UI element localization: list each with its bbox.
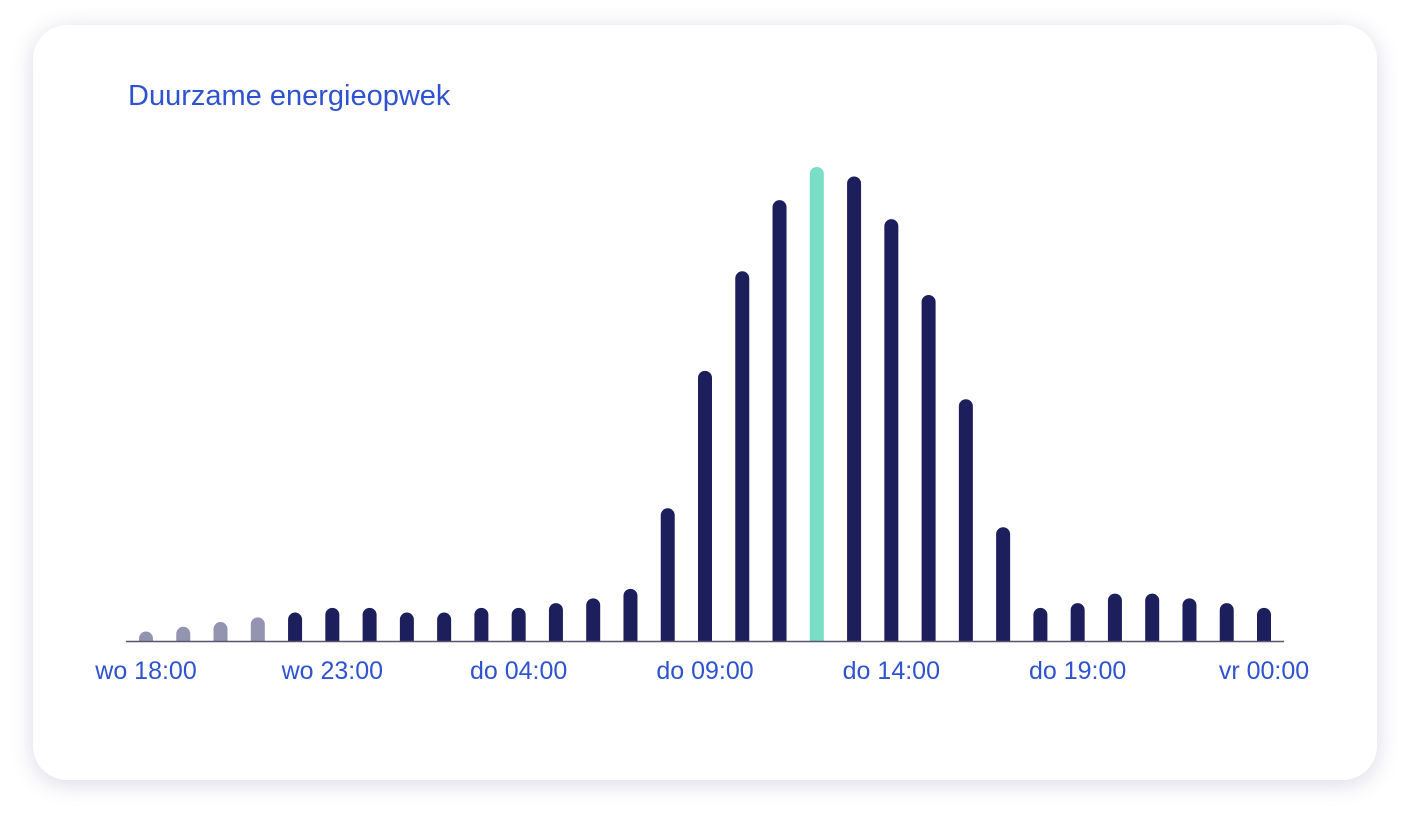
bar-do-22-00[interactable] — [1182, 598, 1197, 641]
bar-do-07-00[interactable] — [623, 588, 638, 641]
x-tick-label: do 19:00 — [1029, 657, 1126, 685]
bar-do-19-00[interactable] — [1070, 603, 1085, 641]
bar-vr-00-00[interactable] — [1257, 607, 1271, 641]
x-tick-label: vr 00:00 — [1219, 657, 1309, 685]
bar-do-21-00[interactable] — [1145, 593, 1160, 641]
bar-wo-21-00[interactable] — [250, 617, 265, 641]
bar-do-11-00[interactable] — [772, 200, 787, 642]
bar-do-17-00[interactable] — [996, 527, 1011, 641]
bar-do-23-00[interactable] — [1219, 603, 1234, 641]
bar-do-04-00[interactable] — [511, 607, 526, 641]
bar-do-14-00[interactable] — [884, 219, 899, 641]
bar-do-20-00[interactable] — [1107, 593, 1122, 641]
bar-wo-18-00[interactable] — [139, 631, 153, 641]
bar-do-06-00[interactable] — [586, 598, 601, 641]
x-tick-labels-group: wo 18:00 wo 23:00 do 04:00 do 09:00 do 14:00… — [94, 657, 1309, 685]
bar-wo-22-00[interactable] — [288, 612, 303, 641]
x-tick-label: wo 18:00 — [94, 657, 196, 685]
x-tick-label: do 04:00 — [470, 657, 567, 685]
bar-do-13-00[interactable] — [847, 176, 862, 641]
chart-title: Duurzame energieopwek — [128, 80, 451, 112]
bar-do-00-00[interactable] — [362, 607, 377, 641]
bars-group — [139, 167, 1271, 642]
bar-do-16-00[interactable] — [958, 399, 973, 641]
bar-wo-23-00[interactable] — [325, 607, 340, 641]
bar-do-18-00[interactable] — [1033, 607, 1048, 641]
bar-do-05-00[interactable] — [548, 603, 563, 641]
x-tick-label: do 09:00 — [656, 657, 753, 685]
bar-do-03-00[interactable] — [474, 607, 489, 641]
bar-wo-19-00[interactable] — [176, 626, 191, 641]
bar-do-02-00[interactable] — [437, 612, 452, 641]
x-tick-label: wo 23:00 — [281, 657, 383, 685]
bar-wo-20-00[interactable] — [213, 622, 228, 641]
x-tick-label: do 14:00 — [843, 657, 940, 685]
bar-do-15-00[interactable] — [921, 294, 936, 641]
bar-do-01-00[interactable] — [399, 612, 414, 641]
bar-do-10-00[interactable] — [735, 271, 750, 641]
bar-do-08-00[interactable] — [660, 508, 675, 641]
bar-do-09-00[interactable] — [698, 370, 712, 641]
bar-do-12-00[interactable] — [809, 167, 824, 641]
